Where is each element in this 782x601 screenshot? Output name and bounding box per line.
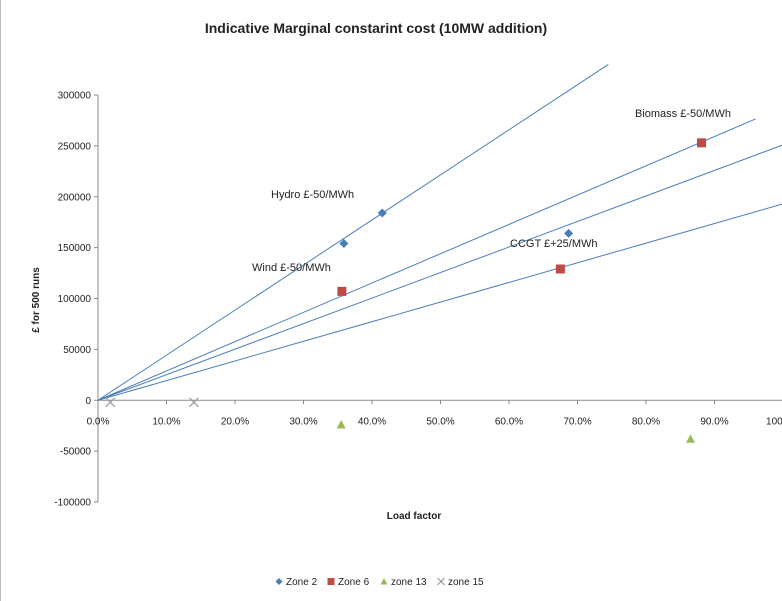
trendline-4	[97, 203, 782, 401]
trendline-2	[97, 118, 756, 401]
point-zone-2-2	[377, 208, 387, 218]
y-tick-label: 200000	[58, 192, 92, 203]
x-tick-label: 90.0%	[700, 416, 728, 427]
y-tick-label: -100000	[54, 498, 91, 509]
y-tick-label: 250000	[58, 141, 92, 152]
trendline-1	[97, 64, 609, 401]
x-tick-label: 50.0%	[426, 416, 454, 427]
point-zone-15-2	[188, 397, 199, 408]
y-tick-label: 150000	[58, 243, 92, 254]
point-zone-6-1	[337, 286, 347, 296]
point-zone-6-2	[555, 264, 565, 274]
x-tick-label: 20.0%	[221, 416, 249, 427]
y-tick-label: -50000	[60, 447, 92, 458]
annotation-ccgt: CCGT £+25/MWh	[510, 238, 598, 250]
y-tick-label: 50000	[63, 345, 91, 356]
trendline-3	[97, 144, 782, 401]
y-axis-label: £ for 500 runs	[31, 267, 42, 333]
annotation-wind: Wind £-50/MWh	[252, 262, 331, 274]
y-tick-label: 100000	[58, 294, 92, 305]
point-zone-13-1	[336, 420, 346, 429]
x-tick-label: 100.0%	[766, 416, 782, 427]
annotation-hydro: Hydro £-50/MWh	[271, 189, 354, 201]
point-zone-15-1-stroke-b	[105, 397, 116, 408]
legend-marker-3	[380, 578, 388, 585]
x-tick-label: 0.0%	[87, 416, 110, 427]
point-zone-6-3	[696, 138, 706, 148]
legend-label-3: zone 13	[391, 577, 427, 588]
x-tick-label: 40.0%	[358, 416, 386, 427]
point-zone-15-1	[105, 397, 116, 408]
y-tick-label: 0	[85, 396, 91, 407]
point-zone-2-1	[339, 239, 349, 249]
legend-label-2: Zone 6	[338, 577, 370, 588]
y-tick-label: 300000	[58, 91, 92, 102]
x-axis-label: Load factor	[387, 511, 442, 522]
x-tick-label: 80.0%	[632, 416, 660, 427]
legend-marker-1	[275, 578, 283, 585]
annotation-biomass: Biomass £-50/MWh	[635, 108, 731, 120]
legend-marker-2	[327, 578, 335, 585]
legend-label-4: zone 15	[448, 577, 484, 588]
x-tick-label: 70.0%	[563, 416, 591, 427]
x-tick-label: 30.0%	[289, 416, 317, 427]
chart-title: Indicative Marginal constarint cost (10M…	[205, 20, 547, 36]
point-zone-15-2-stroke-b	[188, 397, 199, 408]
legend-marker-4-stroke-b	[437, 577, 445, 586]
x-tick-label: 10.0%	[152, 416, 180, 427]
legend-marker-4	[437, 577, 445, 586]
legend-label-1: Zone 2	[286, 577, 318, 588]
point-zone-2-3	[564, 228, 574, 238]
point-zone-13-2	[686, 434, 696, 443]
x-tick-label: 60.0%	[495, 416, 523, 427]
